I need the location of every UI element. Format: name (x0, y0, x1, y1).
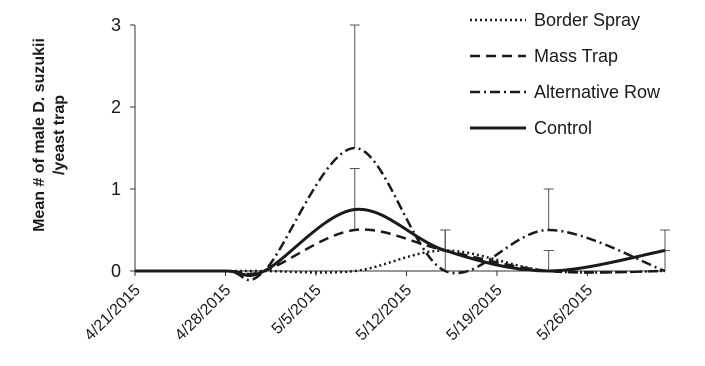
y-tick-label: 3 (111, 15, 121, 35)
y-axis-title-line2: /yeast trap (51, 95, 68, 175)
series-line-control (134, 207, 666, 278)
x-ticks: 4/21/2015 4/28/2015 5/5/2015 5/12/2015 5/19/… (81, 271, 596, 344)
series-line-border-spray (134, 249, 666, 274)
legend-label-border-spray: Border Spray (534, 10, 640, 30)
x-tick-label: 4/21/2015 (81, 282, 143, 344)
x-tick-label: 5/26/2015 (534, 282, 596, 344)
legend-label-control: Control (534, 118, 592, 138)
legend-label-mass-trap: Mass Trap (534, 46, 618, 66)
y-axis-title: Mean # of male D. suzukii /yeast trap (31, 38, 68, 232)
x-tick-label: 4/28/2015 (172, 282, 234, 344)
legend: Border Spray Mass Trap Alternative Row Cont… (470, 10, 661, 138)
x-tick-label: 5/19/2015 (443, 282, 505, 344)
x-tick-label: 5/12/2015 (353, 282, 415, 344)
x-tick-label: 5/5/2015 (269, 282, 325, 338)
y-tick-label: 1 (111, 179, 121, 199)
error-bars (349, 24, 670, 271)
y-axis-title-line1: Mean # of male D. suzukii (31, 38, 48, 232)
y-tick-label: 2 (111, 97, 121, 117)
y-ticks: 0 1 2 3 (111, 15, 135, 281)
y-tick-label: 0 (111, 261, 121, 281)
legend-label-alternative-row: Alternative Row (534, 82, 661, 102)
series-lines (134, 146, 666, 282)
